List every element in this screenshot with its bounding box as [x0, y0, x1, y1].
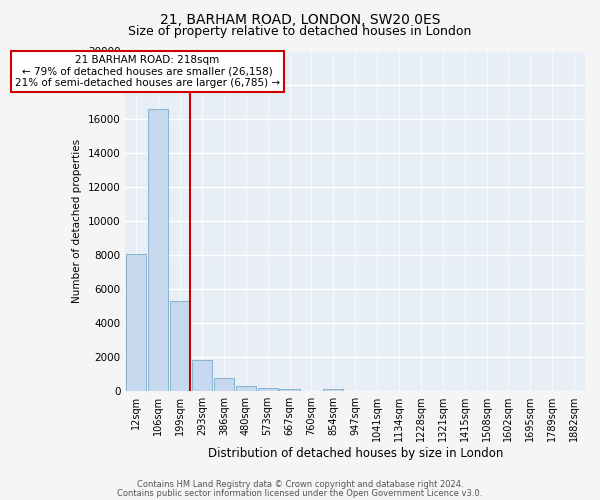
- Text: Contains HM Land Registry data © Crown copyright and database right 2024.: Contains HM Land Registry data © Crown c…: [137, 480, 463, 489]
- Text: Size of property relative to detached houses in London: Size of property relative to detached ho…: [128, 25, 472, 38]
- Bar: [192, 360, 212, 391]
- X-axis label: Distribution of detached houses by size in London: Distribution of detached houses by size …: [208, 447, 503, 460]
- Bar: [323, 389, 343, 391]
- Bar: [214, 378, 234, 391]
- Bar: [170, 301, 190, 391]
- Bar: [148, 109, 169, 391]
- Bar: [257, 388, 278, 391]
- Text: 21, BARHAM ROAD, LONDON, SW20 0ES: 21, BARHAM ROAD, LONDON, SW20 0ES: [160, 12, 440, 26]
- Text: 21 BARHAM ROAD: 218sqm
← 79% of detached houses are smaller (26,158)
21% of semi: 21 BARHAM ROAD: 218sqm ← 79% of detached…: [15, 55, 280, 88]
- Bar: [236, 386, 256, 391]
- Text: Contains public sector information licensed under the Open Government Licence v3: Contains public sector information licen…: [118, 488, 482, 498]
- Bar: [126, 254, 146, 391]
- Y-axis label: Number of detached properties: Number of detached properties: [72, 139, 82, 304]
- Bar: [280, 389, 299, 391]
